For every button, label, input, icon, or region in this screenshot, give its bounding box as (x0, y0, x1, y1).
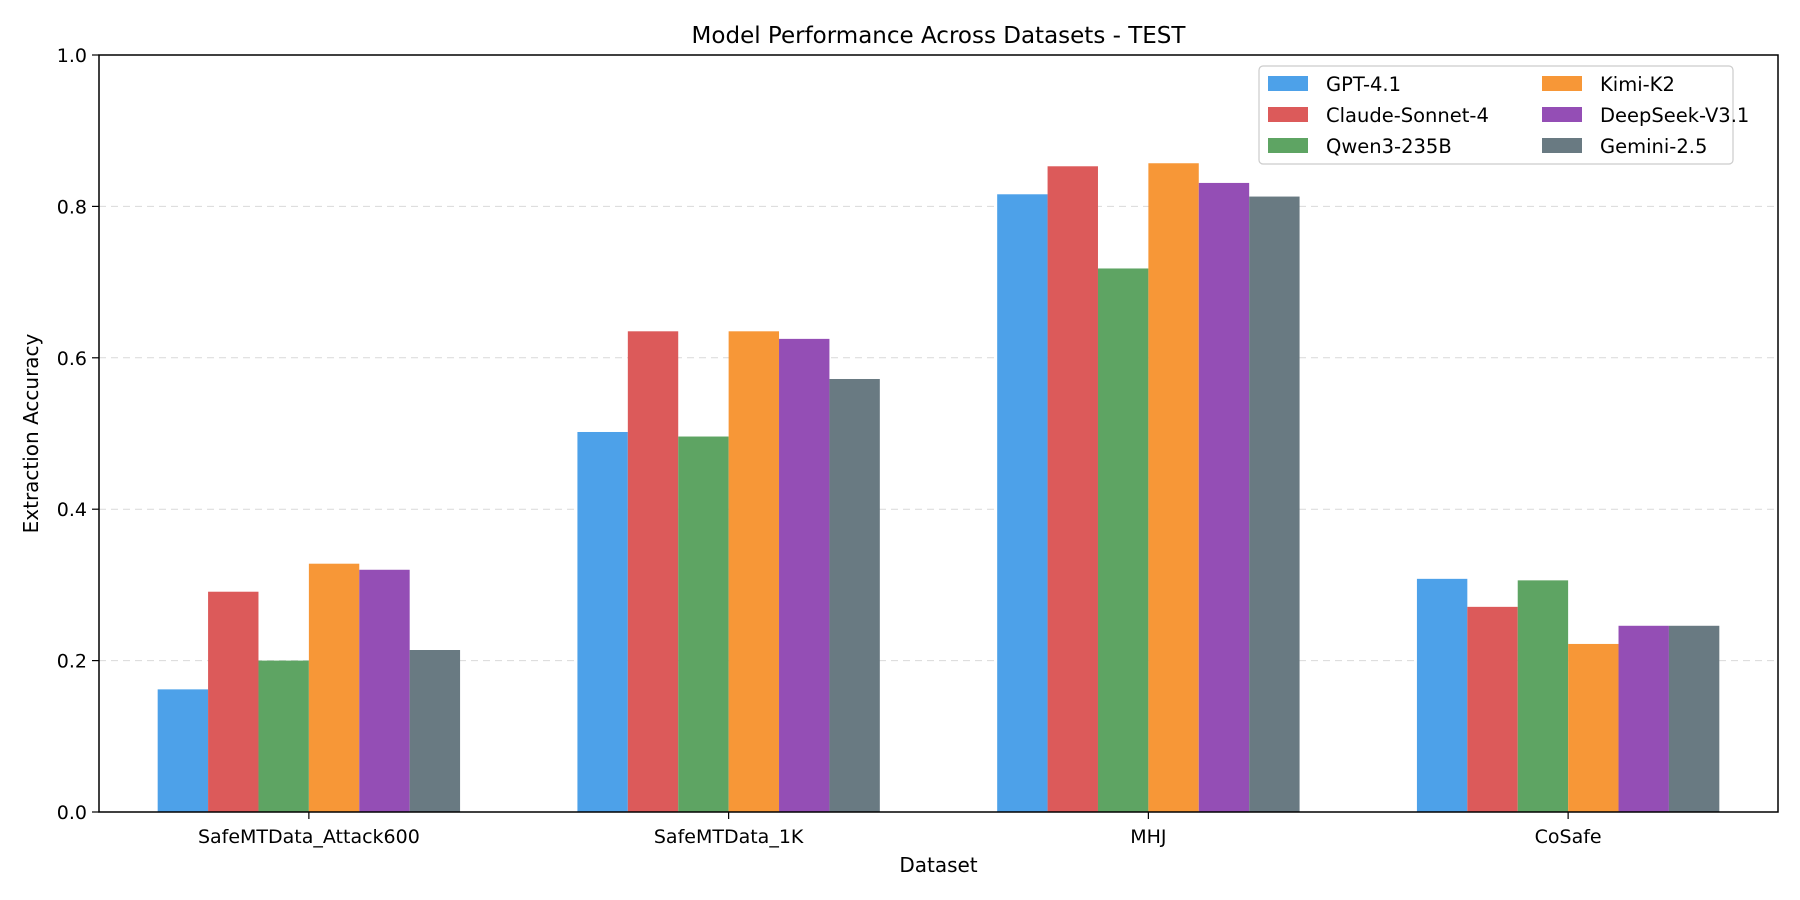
bars (157, 163, 1720, 813)
plot-frame (98, 54, 1779, 813)
x-tick-label: SafeMTData_1K (654, 826, 804, 848)
legend-swatch (1268, 76, 1308, 91)
bar-claude-sonnet-4 (208, 591, 259, 812)
bar-deepseek-v3-1 (779, 338, 830, 812)
bar-gpt-4-1 (997, 194, 1048, 813)
y-tick-label: 0.6 (57, 348, 87, 370)
bar-kimi-k2 (1148, 163, 1199, 813)
y-axis: 0.0 0.2 0.4 0.6 0.8 1.0 (57, 45, 99, 824)
bar-claude-sonnet-4 (1467, 606, 1518, 812)
bar-deepseek-v3-1 (359, 569, 410, 812)
chart-title: Model Performance Across Datasets - TEST (692, 23, 1187, 49)
bar-gemini-2-5 (409, 650, 461, 812)
legend-label: GPT-4.1 (1326, 73, 1401, 96)
y-tick-label: 0.8 (57, 196, 87, 218)
bar-deepseek-v3-1 (1198, 182, 1250, 813)
legend-label: DeepSeek-V3.1 (1600, 104, 1749, 127)
bar-gemini-2-5 (829, 378, 880, 812)
x-axis: SafeMTData_Attack600 SafeMTData_1K MHJ CoSa… (198, 812, 1602, 848)
legend: GPT-4.1 Claude-Sonnet-4 Qwen3-235B Kimi-K2 D… (1258, 65, 1749, 165)
y-tick-label: 0.4 (57, 499, 87, 521)
bar-kimi-k2 (308, 563, 360, 812)
bar-qwen3-235b (258, 660, 309, 812)
x-tick-label: SafeMTData_Attack600 (198, 826, 420, 848)
legend-swatch (1268, 107, 1308, 122)
legend-box (1258, 65, 1734, 165)
bar-claude-sonnet-4 (627, 331, 679, 812)
bar-deepseek-v3-1 (1618, 625, 1669, 812)
bar-gpt-4-1 (577, 431, 628, 812)
legend-label: Kimi-K2 (1600, 73, 1675, 96)
legend-swatch (1268, 138, 1308, 153)
legend-swatch (1542, 138, 1582, 153)
bar-kimi-k2 (1568, 643, 1619, 812)
legend-label: Gemini-2.5 (1600, 135, 1707, 158)
x-tick-label: MHJ (1130, 826, 1166, 848)
bar-claude-sonnet-4 (1047, 166, 1098, 813)
y-axis-title: Extraction Accuracy (19, 333, 43, 533)
bar-gemini-2-5 (1668, 625, 1720, 812)
bar-gpt-4-1 (1416, 578, 1468, 812)
legend-swatch (1542, 76, 1582, 91)
bar-gemini-2-5 (1249, 196, 1300, 812)
bar-gpt-4-1 (157, 689, 209, 812)
bar-qwen3-235b (1097, 268, 1149, 812)
bar-kimi-k2 (728, 331, 780, 812)
x-axis-title: Dataset (899, 853, 977, 877)
x-tick-label: CoSafe (1535, 826, 1602, 848)
bar-qwen3-235b (1517, 580, 1569, 812)
y-tick-label: 1.0 (57, 45, 87, 67)
legend-label: Qwen3-235B (1326, 135, 1452, 158)
legend-label: Claude-Sonnet-4 (1326, 104, 1489, 127)
bar-qwen3-235b (678, 436, 729, 812)
legend-swatch (1542, 107, 1582, 122)
y-tick-label: 0.0 (57, 802, 87, 824)
y-tick-label: 0.2 (57, 651, 87, 673)
